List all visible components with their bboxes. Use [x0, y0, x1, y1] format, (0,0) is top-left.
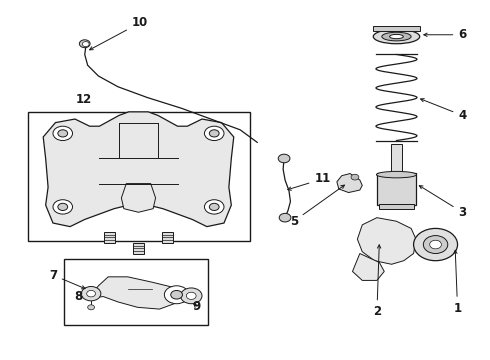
Circle shape — [87, 291, 96, 297]
Circle shape — [81, 287, 101, 301]
Bar — [391, 144, 402, 176]
Text: 1: 1 — [453, 250, 462, 315]
Text: 3: 3 — [419, 186, 466, 219]
Bar — [377, 173, 416, 205]
Text: 7: 7 — [49, 269, 85, 289]
Circle shape — [430, 240, 441, 249]
Polygon shape — [122, 184, 156, 212]
Circle shape — [58, 203, 68, 211]
Circle shape — [88, 305, 95, 310]
Circle shape — [180, 288, 202, 304]
Text: 8: 8 — [75, 290, 83, 303]
Bar — [27, 112, 250, 241]
Circle shape — [209, 130, 219, 137]
Bar — [162, 232, 173, 243]
Text: 10: 10 — [90, 17, 148, 50]
Ellipse shape — [376, 171, 416, 178]
Bar — [373, 26, 420, 31]
Circle shape — [82, 41, 89, 46]
Polygon shape — [337, 174, 362, 193]
Text: 9: 9 — [192, 300, 200, 313]
Text: 4: 4 — [420, 99, 466, 122]
Circle shape — [423, 235, 448, 253]
Circle shape — [278, 154, 290, 163]
Text: 6: 6 — [424, 28, 466, 41]
Ellipse shape — [373, 30, 419, 44]
Circle shape — [171, 291, 182, 299]
Bar — [133, 243, 144, 253]
Circle shape — [204, 126, 224, 140]
Text: 2: 2 — [373, 245, 381, 319]
Circle shape — [351, 174, 359, 180]
Bar — [64, 259, 208, 325]
Circle shape — [58, 130, 68, 137]
Polygon shape — [89, 277, 181, 309]
Circle shape — [209, 203, 219, 211]
Bar — [379, 204, 414, 209]
Ellipse shape — [382, 32, 411, 41]
Circle shape — [279, 213, 291, 222]
Text: 11: 11 — [288, 172, 331, 190]
Circle shape — [204, 200, 224, 214]
Text: 5: 5 — [290, 185, 344, 228]
Polygon shape — [43, 112, 234, 226]
Circle shape — [53, 200, 73, 214]
Bar — [104, 232, 115, 243]
Circle shape — [414, 228, 458, 261]
Ellipse shape — [390, 35, 403, 39]
Polygon shape — [357, 218, 416, 264]
Polygon shape — [352, 253, 384, 280]
Circle shape — [186, 292, 196, 300]
Circle shape — [53, 126, 73, 140]
Circle shape — [79, 40, 90, 48]
Circle shape — [164, 286, 189, 304]
Text: 12: 12 — [75, 93, 92, 106]
